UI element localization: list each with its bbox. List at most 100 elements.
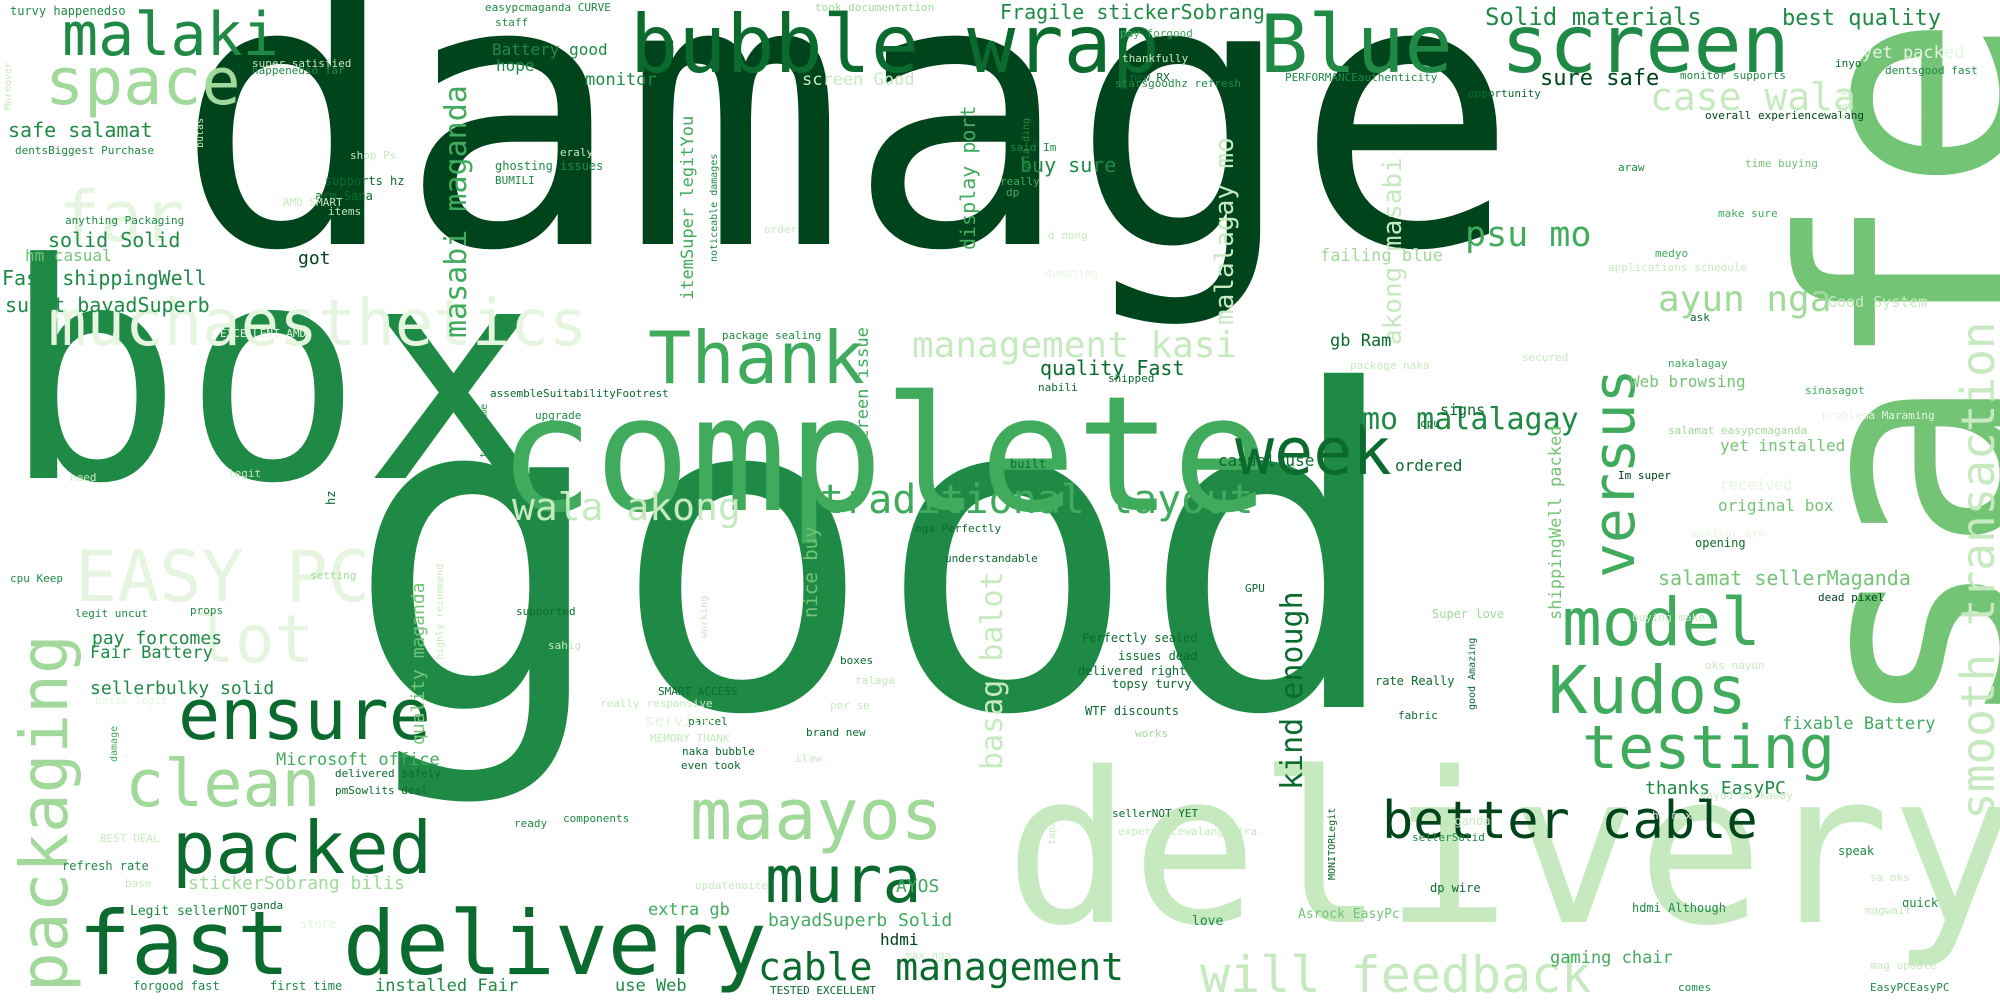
word-dents-biggest-purchase: dentsBiggest Purchase (15, 144, 155, 157)
word-inyo: inyo (1835, 57, 1862, 70)
word-malaki: malaki (62, 0, 279, 70)
word-got: got (298, 248, 331, 269)
word-ayun-nga: ayun nga (1658, 279, 1832, 320)
word-working: working (699, 595, 710, 638)
word-dumating: dumating (1045, 267, 1098, 280)
word-said-im: said Im (1010, 141, 1057, 154)
word-wtf-discounts: WTF discounts (1085, 704, 1179, 718)
word-perfectly-sealed: Perfectly sealed (1082, 631, 1198, 645)
word-fixable-battery: fixable Battery (1782, 714, 1936, 734)
word-need: need (70, 471, 97, 484)
word-butas: butas (195, 117, 206, 148)
word-tested-excellent: TESTED EXCELLENT (770, 984, 876, 997)
word-lot: lot (195, 601, 315, 678)
word-bayad-superb-solid: bayadSuperb Solid (768, 910, 953, 931)
word-microsoft-office: Microsoft office (276, 750, 440, 770)
word-update-notice: updatenoice (695, 879, 768, 892)
word-good-system: Good System (1828, 293, 1928, 311)
word-received: received (1720, 476, 1793, 494)
word-space: space (45, 45, 241, 120)
word-cpu: cpu (1420, 417, 1440, 430)
word-love: love (1192, 914, 1224, 929)
word-pm-sowlits-deal: pmSowlits deal (335, 784, 428, 797)
word-max-nga: max nga (905, 949, 952, 962)
word-buy-sure: buy sure (1020, 153, 1117, 177)
word-legit: legit (228, 467, 262, 480)
word-package-sealing: package sealing (722, 329, 822, 342)
word-ask: ask (1690, 311, 1710, 324)
word-bubble-wrap: bubble wrap (630, 0, 1160, 91)
word-brand-new: brand new (806, 726, 866, 739)
word-happenedso-far: happenedso far (252, 64, 345, 77)
word-nakalagay: nakalagay (1668, 357, 1728, 370)
word-arm-sana: arm Sana (315, 189, 373, 203)
word-dead-pixel: dead pixel (1818, 591, 1885, 604)
word-hz: hz (324, 490, 338, 505)
word-quality-maganda: quality maganda (408, 582, 429, 745)
word-traditional-layout: traditional layout (820, 477, 1254, 523)
word-complete: complete (498, 361, 1269, 548)
word-fabric: fabric (1398, 709, 1438, 722)
word-ensure: ensure (178, 674, 431, 756)
word-issues-dead: issues dead (1118, 649, 1198, 663)
word-yet-installed: yet installed (1720, 436, 1846, 455)
word-display-port: display port (956, 105, 980, 251)
word-model: model (1562, 584, 1761, 661)
word-monitor-arm: monitor arm (1692, 527, 1765, 540)
word-pay-forcomes: pay forcomes (92, 628, 223, 649)
word-nga-perfectly: nga Perfectly (915, 522, 1002, 535)
word-damage-small: damage (109, 725, 120, 762)
word-super-love: Super love (1432, 607, 1505, 621)
word-box: box (2, 200, 544, 549)
word-damage: damage (175, 0, 1519, 332)
word-smart-access: SMART ACCESS (658, 685, 738, 698)
word-salamat-seller: salamat sellerMaganda (1658, 566, 1911, 590)
word-smooth-transaction: smooth transaction (1951, 321, 2000, 821)
word-nice-buy: nice buy (800, 526, 822, 618)
word-anything-packaging: anything Packaging (65, 214, 185, 227)
word-dp: dp (1006, 186, 1020, 199)
word-monitor-legit: MONITORLegit (1327, 807, 1338, 880)
word-solid-materials: Solid materials (1485, 3, 1702, 31)
word-eraly: eraly (560, 146, 594, 159)
word-dentsgood-fast: dentsgood fast (1885, 64, 1978, 77)
word-blue-screen: Blue screen (1260, 0, 1790, 91)
word-failing-blue: failing blue (1320, 246, 1443, 266)
word-delivered-safely: delivered safely (335, 767, 441, 780)
word-noticeable-damages: noticeable damages (709, 153, 720, 262)
word-parcel: parcel (688, 715, 728, 728)
word-thank: Thank (648, 316, 865, 400)
word-buying-make: buying make (1632, 611, 1705, 624)
word-ordered: ordered (1395, 456, 1463, 475)
word-legit-uncut: legit uncut (75, 607, 148, 620)
word-thanks-easypc: thanks EasyPC (1645, 778, 1786, 799)
word-masabi-maganda: masabi maganda (439, 85, 474, 338)
word-rate-really: rate Really (1375, 674, 1455, 688)
word-better-cable: better cable (1382, 791, 1758, 851)
word-upgrade: upgrade (535, 409, 582, 422)
word-gb-ram: gb Ram (1330, 331, 1392, 351)
word-maayos: maayos (690, 774, 943, 856)
word-magwait: magwait (1865, 904, 1912, 917)
word-kudos: Kudos (1548, 652, 1747, 729)
word-kayod-workaway: Kayod Workaway (1700, 789, 1793, 802)
word-topsy-turvy: topsy turvy (1112, 677, 1192, 691)
word-asrock-easypc: Asrock EasyPc (1298, 907, 1400, 922)
word-staff: staff (495, 16, 529, 29)
word-experience-walang: experiencewalang sira (1118, 825, 1258, 838)
word-works: works (1135, 727, 1169, 740)
word-gaming-chair: gaming chair (1550, 948, 1673, 968)
word-malalagay-mo: malalagay mo (1210, 137, 1240, 325)
word-speak: speak (1838, 844, 1875, 858)
word-legit-seller-not: Legit sellerNOT (130, 904, 248, 919)
word-ganda: ganda (250, 899, 284, 912)
word-web-browsing: Web browsing (1630, 372, 1746, 391)
word-performance-authenticity: PERFORMANCEauthenticity (1285, 71, 1438, 84)
word-overall-experience: overall experiencewalang (1705, 109, 1864, 122)
word-make-sure: make sure (1718, 207, 1778, 220)
word-shipping-well-packed: shippingWell packed (1546, 425, 1566, 620)
word-best-deal: BEST DEAL (100, 832, 160, 845)
word-monitor-supports: monitor supports (1680, 69, 1786, 82)
word-supported: supported (516, 605, 576, 618)
